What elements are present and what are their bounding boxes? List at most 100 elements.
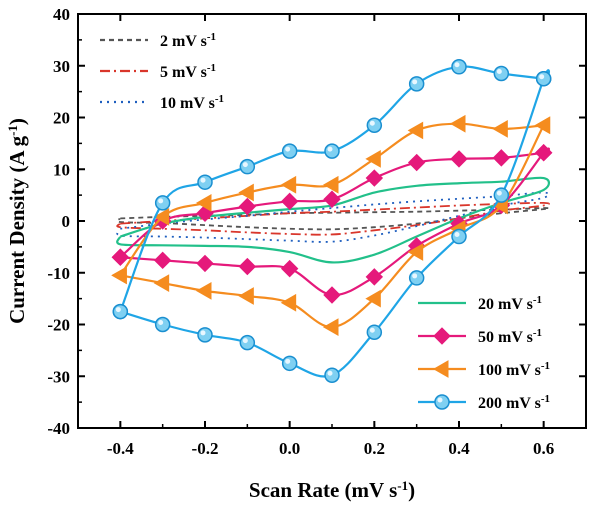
series-6-point bbox=[239, 158, 256, 175]
series-6-point bbox=[197, 327, 213, 343]
series-6-point bbox=[366, 324, 383, 341]
legend-marker bbox=[432, 360, 449, 378]
series-6-point-highlight bbox=[454, 62, 460, 68]
series-6-point-highlight bbox=[412, 79, 418, 85]
series-6-point bbox=[493, 65, 510, 82]
series-6-point-highlight bbox=[327, 146, 333, 152]
series-6-point bbox=[154, 316, 171, 333]
y-tick-label: 30 bbox=[53, 57, 70, 76]
series-5-point bbox=[238, 183, 254, 202]
y-axis-label: Current Density (A g-1) bbox=[5, 118, 30, 324]
x-tick-label: 0.4 bbox=[448, 439, 470, 458]
series-5-point bbox=[365, 150, 381, 168]
series-6-point-highlight bbox=[200, 330, 206, 336]
x-tick-label: 0.6 bbox=[533, 439, 554, 458]
series-5-point bbox=[407, 121, 424, 140]
series-line-3 bbox=[116, 176, 551, 264]
series-6-point-highlight bbox=[242, 338, 248, 344]
series-3 bbox=[116, 176, 551, 264]
series-6-point bbox=[366, 117, 383, 134]
series-4-point bbox=[492, 149, 511, 167]
series-6 bbox=[112, 59, 552, 383]
series-4-point bbox=[280, 192, 299, 211]
series-6-point bbox=[281, 143, 298, 159]
series-5-point bbox=[365, 289, 381, 308]
series-4-point bbox=[323, 190, 341, 208]
series-4-point bbox=[450, 150, 468, 168]
series-6-point-highlight bbox=[496, 69, 502, 75]
series-4-point bbox=[407, 153, 426, 172]
series-6-point-highlight bbox=[412, 273, 418, 279]
y-tick-label: -20 bbox=[47, 316, 70, 335]
axis-layer: -40 -30 -20 -10 0 10 20 30 40 -0.4 -0.2 0.0 0.2 0.4 0.… bbox=[47, 5, 587, 458]
series-6-point bbox=[112, 303, 129, 320]
series-5-point bbox=[195, 194, 212, 212]
series-6-point-highlight bbox=[369, 120, 375, 126]
legend-label: 10 mV s-1 bbox=[160, 93, 224, 112]
legend-label: 5 mV s-1 bbox=[160, 62, 216, 81]
series-5-point bbox=[449, 114, 466, 133]
series-line-4 bbox=[116, 147, 551, 297]
series-6-point bbox=[324, 367, 340, 383]
series-5-point bbox=[280, 175, 297, 194]
legend-marker bbox=[434, 394, 450, 410]
legend-label: 20 mV s-1 bbox=[478, 294, 542, 313]
series-5-point bbox=[407, 243, 424, 261]
series-5-point bbox=[492, 120, 508, 138]
series-5-point bbox=[280, 293, 297, 312]
legend-label: 2 mV s-1 bbox=[160, 31, 216, 50]
series-4-point bbox=[365, 268, 384, 286]
x-tick-label: 0.2 bbox=[364, 439, 385, 458]
x-tick-label: -0.2 bbox=[192, 439, 219, 458]
series-6-point bbox=[408, 76, 425, 92]
y-tick-label: 20 bbox=[53, 109, 70, 128]
series-6-point-highlight bbox=[242, 162, 248, 168]
series-6-point bbox=[281, 355, 298, 372]
series-6-point-highlight bbox=[327, 370, 333, 376]
series-5-point bbox=[111, 266, 127, 285]
series-5-point bbox=[153, 274, 170, 292]
series-4-point bbox=[238, 257, 257, 276]
series-6-point bbox=[451, 59, 467, 75]
legend-entry-0: 2 mV s-1 bbox=[100, 31, 216, 50]
series-6-point bbox=[535, 70, 552, 87]
series-4-point bbox=[196, 254, 214, 273]
series-6-point bbox=[154, 195, 171, 211]
legend-marker bbox=[433, 327, 451, 345]
legend-marker-highlight bbox=[437, 397, 443, 403]
series-5-point bbox=[534, 116, 551, 135]
series-6-point-highlight bbox=[539, 74, 545, 80]
legend-entry-5: 100 mV s-1 bbox=[418, 360, 550, 379]
y-tick-label: 40 bbox=[53, 5, 70, 24]
legend-label: 100 mV s-1 bbox=[478, 360, 550, 379]
y-tick-label: -40 bbox=[47, 419, 70, 438]
x-axis-label: Scan Rate (mV s-1) bbox=[249, 478, 415, 503]
series-layer bbox=[111, 59, 553, 383]
series-6-point bbox=[408, 270, 425, 286]
legend-entry-1: 5 mV s-1 bbox=[100, 62, 216, 81]
series-4-point bbox=[280, 259, 299, 278]
series-4-point bbox=[153, 251, 172, 270]
series-6-point bbox=[324, 143, 340, 159]
series-5-point bbox=[153, 207, 170, 226]
series-6-point-highlight bbox=[369, 327, 375, 333]
legend-label: 50 mV s-1 bbox=[478, 327, 542, 346]
series-6-point-highlight bbox=[158, 320, 164, 325]
series-4-point bbox=[323, 286, 341, 304]
series-4 bbox=[111, 143, 553, 304]
series-4-point bbox=[365, 169, 384, 187]
x-tick-label: 0.0 bbox=[279, 439, 300, 458]
series-0 bbox=[116, 207, 550, 231]
series-6-point bbox=[197, 174, 213, 190]
series-5-point bbox=[238, 287, 254, 305]
series-1 bbox=[116, 201, 550, 236]
legend-entry-3: 20 mV s-1 bbox=[418, 294, 542, 313]
series-6-point-highlight bbox=[158, 198, 164, 204]
legend-label: 200 mV s-1 bbox=[478, 393, 550, 412]
series-6-point bbox=[451, 228, 467, 245]
y-tick-label: -30 bbox=[47, 367, 70, 386]
series-5 bbox=[111, 114, 551, 336]
series-6-point-highlight bbox=[115, 307, 121, 313]
